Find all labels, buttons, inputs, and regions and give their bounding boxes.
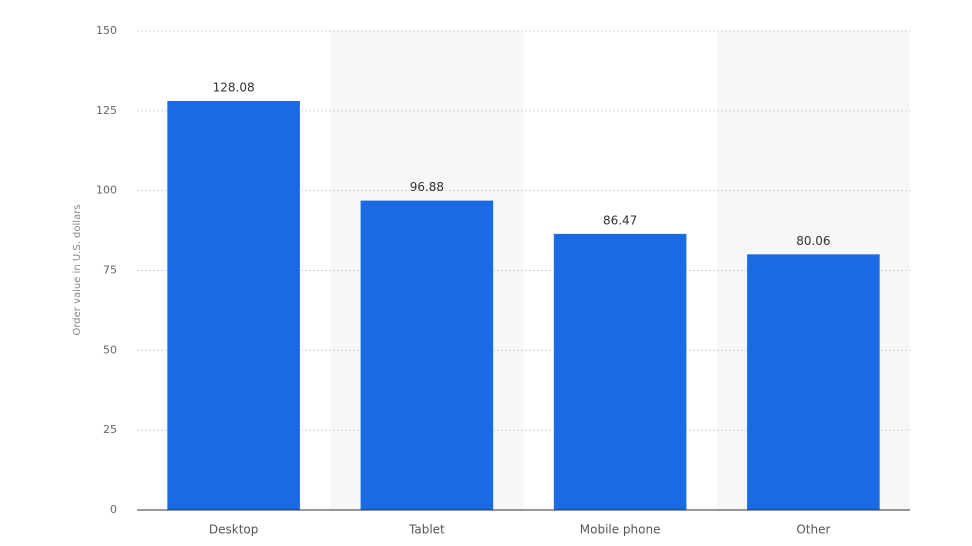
x-tick-label: Desktop (209, 523, 259, 537)
bar (167, 100, 300, 510)
value-label: 86.47 (603, 213, 637, 227)
y-tick-label: 25 (103, 423, 117, 436)
y-axis-label: Order value in U.S. dollars (72, 204, 83, 335)
x-tick-label: Tablet (408, 523, 445, 537)
y-tick-label: 0 (110, 503, 117, 516)
bar (747, 254, 880, 510)
value-label: 128.08 (213, 80, 255, 94)
bar (360, 200, 494, 510)
y-tick-label: 100 (96, 184, 117, 197)
y-tick-label: 150 (96, 24, 117, 37)
y-tick-label: 50 (103, 343, 117, 356)
y-tick-label: 125 (96, 104, 117, 117)
y-tick-label: 75 (103, 264, 117, 277)
x-tick-label: Mobile phone (580, 523, 661, 537)
value-label: 80.06 (796, 234, 830, 248)
bar (553, 233, 687, 510)
value-label: 96.88 (410, 180, 444, 194)
x-tick-label: Other (796, 523, 830, 537)
